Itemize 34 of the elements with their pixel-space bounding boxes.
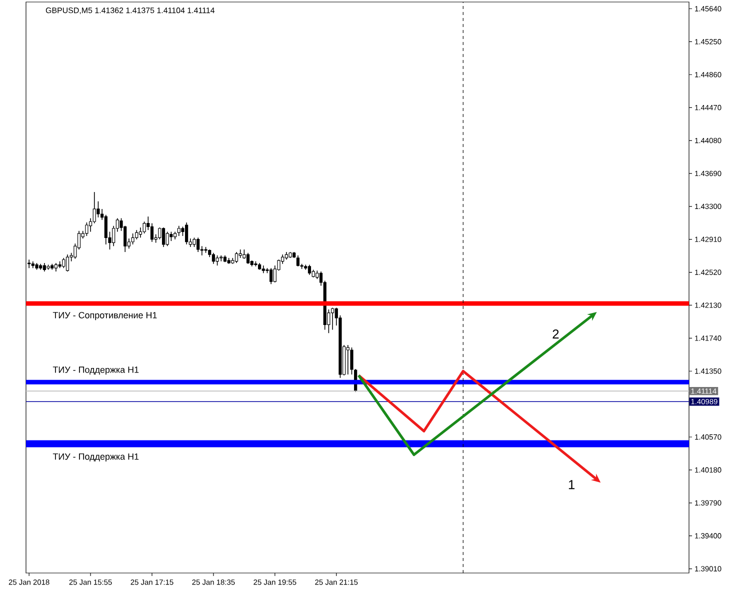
candlestick — [150, 222, 154, 242]
candlestick — [220, 255, 223, 262]
candlestick — [142, 221, 146, 234]
candlestick — [96, 200, 100, 218]
candlestick — [62, 258, 66, 268]
candlestick — [85, 222, 88, 236]
candlestick — [346, 344, 350, 375]
candlestick — [234, 252, 238, 264]
candlestick — [330, 307, 334, 330]
ref-line-label: ТИУ - Поддержка H1 — [52, 366, 139, 375]
ref-line-label: ТИУ - Сопротивление H1 — [52, 312, 157, 320]
candlestick — [66, 254, 70, 272]
candlestick — [212, 252, 215, 264]
candlestick — [196, 237, 200, 252]
candlestick — [170, 231, 173, 242]
candlestick — [135, 230, 138, 240]
candlestick — [131, 233, 134, 245]
candlestick — [104, 214, 108, 245]
ref-line-label: ТИУ - Поддержка H1 — [52, 453, 139, 462]
annotation: 2 — [552, 329, 559, 339]
candlestick — [216, 255, 219, 266]
candlestick — [166, 231, 169, 247]
candlestick — [308, 264, 312, 276]
candlestick — [92, 192, 96, 224]
candlestick — [192, 237, 196, 248]
candlestick — [138, 227, 142, 238]
candlestick — [242, 249, 246, 260]
candlestick — [177, 225, 180, 236]
candlestick — [162, 227, 166, 248]
candlestick — [296, 255, 300, 267]
candlestick — [270, 268, 273, 285]
candlestick — [246, 252, 250, 264]
candlestick — [185, 222, 188, 245]
annotation: 1 — [568, 480, 575, 490]
